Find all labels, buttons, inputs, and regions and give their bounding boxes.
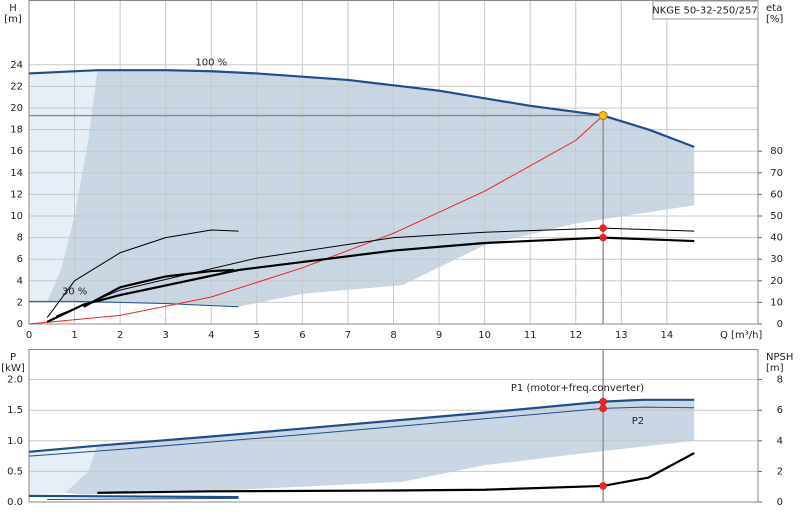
operating-point [599,233,607,242]
y2-tick-label: 2 [777,466,783,477]
y-tick-label: 24 [10,60,23,71]
y-tick-label: 16 [10,146,23,157]
y-axis-label: H [9,3,17,14]
curve [28,398,695,453]
y2-tick-label: 80 [770,146,783,157]
y-tick-label: 22 [10,81,23,92]
y-tick-label: 8 [17,233,23,244]
curve [97,452,695,494]
operating-point [599,404,607,413]
plot-frame [28,0,759,325]
curve [28,494,239,499]
operating-point [599,482,607,490]
y2-tick-label: 10 [770,297,783,308]
y-tick-label: 20 [10,103,23,114]
y2-tick-label: 0 [777,497,783,508]
title-box [652,0,759,20]
curve-label: P2 [632,416,644,427]
x-tick-label: 7 [345,330,351,341]
x-tick-label: 6 [299,330,305,341]
x-tick-label: 14 [661,330,674,341]
duty-point [598,111,608,121]
operating-point [599,224,607,232]
x-tick-label: 1 [71,330,77,341]
curve-label: 30 % [62,286,87,297]
operating-area [29,70,98,302]
curve [28,115,604,325]
y2-tick-label: 60 [770,189,783,200]
plot-frame [28,349,759,503]
y2-tick-label: 30 [770,254,783,265]
curve [83,268,235,308]
y2-tick-label: 40 [770,233,783,244]
y-tick-label: 18 [10,125,23,136]
y2-axis-label: NPSH [766,352,793,363]
y-tick-label: 1.0 [7,436,23,447]
x-tick-label: 12 [569,330,582,341]
x-tick-label: 4 [208,330,214,341]
y2-tick-label: 6 [777,405,783,416]
y-tick-label: 6 [17,254,23,265]
y2-tick-label: 50 [770,211,783,222]
x-tick-label: 9 [436,330,442,341]
y-axis-unit: [m] [4,14,22,25]
curve [29,300,239,308]
chart-title: NKGE 50-32-250/257 [652,6,758,17]
y2-axis-unit: [%] [766,14,783,25]
curve-label: 100 % [195,57,227,68]
x-tick-label: 0 [26,330,32,341]
curve [28,406,695,457]
y2-tick-label: 20 [770,276,783,287]
y-axis-label: P [10,352,16,363]
y-tick-label: 2 [17,297,23,308]
operating-area [29,445,98,495]
y-tick-label: 0.0 [7,497,23,508]
curve [46,229,239,318]
curve [28,69,695,148]
y-tick-label: 2.0 [7,375,23,386]
y2-tick-label: 8 [777,375,783,386]
x-tick-label: 8 [390,330,396,341]
y-axis-unit: [kW] [1,363,25,374]
y-tick-label: 0 [17,319,23,330]
y-tick-label: 1.5 [7,405,23,416]
y2-axis-label: eta [766,3,782,14]
y-tick-label: 4 [17,276,23,287]
x-tick-label: 10 [478,330,491,341]
y2-tick-label: 70 [770,168,783,179]
x-tick-label: 11 [524,330,537,341]
x-tick-label: 2 [117,330,123,341]
x-tick-label: 13 [615,330,628,341]
y-tick-label: 14 [10,168,23,179]
curve-label: P1 (motor+freq.converter) [511,383,644,394]
operating-point [599,397,607,406]
y-tick-label: 0.5 [7,466,23,477]
y2-tick-label: 4 [777,436,783,447]
y-tick-label: 10 [10,211,23,222]
y2-axis-unit: [m] [766,363,784,374]
y2-tick-label: 0 [777,319,783,330]
x-axis-label: Q [m³/h] [720,330,762,341]
x-tick-label: 3 [163,330,169,341]
curve [47,497,239,501]
x-tick-label: 5 [254,330,260,341]
y-tick-label: 12 [10,189,23,200]
